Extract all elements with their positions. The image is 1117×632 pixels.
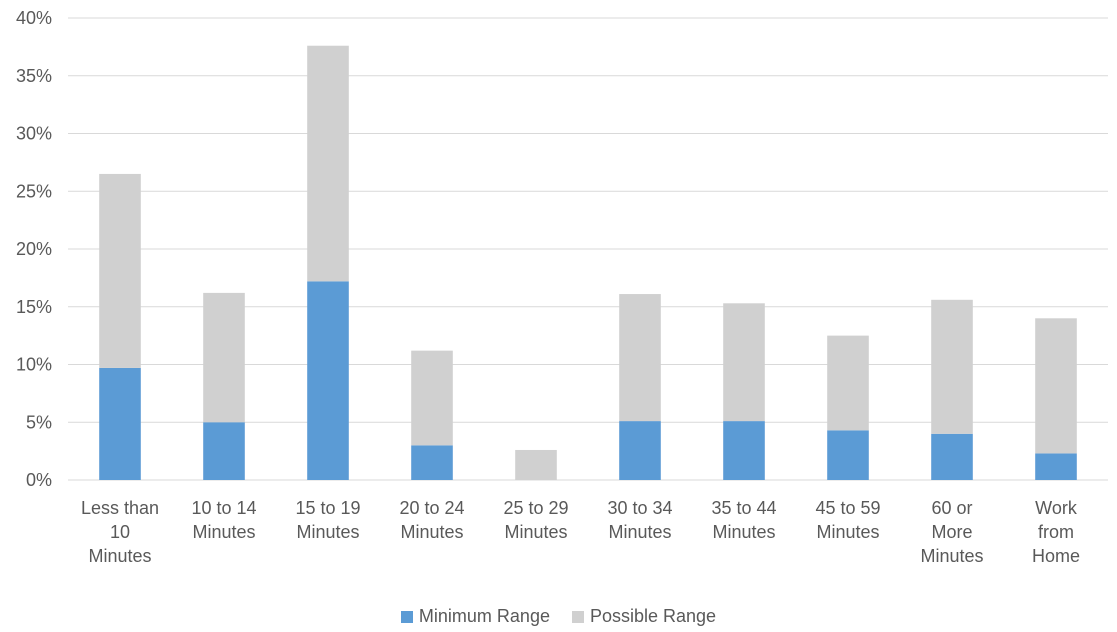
x-tick-label: Minutes (816, 522, 879, 542)
x-tick-label: 15 to 19 (295, 498, 360, 518)
bar-possible-range (1035, 318, 1077, 454)
x-tick-label: 10 (110, 522, 130, 542)
x-tick-label: Minutes (712, 522, 775, 542)
bar-possible-range (411, 350, 453, 446)
x-tick-label: 60 or (931, 498, 972, 518)
x-tick-label: 10 to 14 (191, 498, 256, 518)
y-axis-tick-labels: 0% 5% 10% 15% 20% 25% 30% 35% 40% (16, 8, 52, 490)
y-tick-label: 5% (26, 412, 52, 432)
bar-minimum-range (1035, 453, 1077, 480)
legend-item-minimum-range: Minimum Range (400, 606, 550, 627)
bar-minimum-range (827, 430, 869, 480)
y-tick-label: 30% (16, 124, 52, 144)
bar-chart: 0% 5% 10% 15% 20% 25% 30% 35% 40% Less than 10 Min… (16, 8, 1108, 566)
y-tick-label: 10% (16, 355, 52, 375)
bar-possible-range (515, 449, 557, 480)
bar-possible-range (723, 303, 765, 422)
bar-minimum-range (619, 421, 661, 480)
legend-label-minimum-range: Minimum Range (418, 606, 550, 626)
bar-possible-range (619, 294, 661, 422)
bar-minimum-range (931, 433, 973, 480)
x-tick-label: Minutes (192, 522, 255, 542)
x-axis-tick-labels: Less than 10 Minutes 10 to 14 Minutes 15 to 1… (81, 498, 1080, 566)
bar-possible-range (99, 173, 141, 368)
legend-swatch-minimum-range (400, 610, 413, 623)
x-tick-label: Minutes (504, 522, 567, 542)
y-tick-label: 15% (16, 297, 52, 317)
bars (99, 45, 1077, 480)
x-tick-label: Minutes (400, 522, 463, 542)
x-tick-label: Minutes (608, 522, 671, 542)
bar-possible-range (307, 45, 349, 282)
x-tick-label: Work (1035, 498, 1078, 518)
bar-possible-range (931, 299, 973, 434)
bar-minimum-range (723, 421, 765, 480)
bar-minimum-range (307, 281, 349, 480)
x-tick-label: Minutes (296, 522, 359, 542)
legend-swatch-possible-range (571, 610, 584, 623)
bar-possible-range (203, 292, 245, 423)
x-tick-label: 35 to 44 (711, 498, 776, 518)
x-tick-label: Home (1032, 546, 1080, 566)
x-tick-label: 20 to 24 (399, 498, 464, 518)
y-tick-label: 40% (16, 8, 52, 28)
x-tick-label: Minutes (920, 546, 983, 566)
bar-minimum-range (99, 367, 141, 480)
bar-possible-range (827, 335, 869, 431)
legend-item-possible-range: Possible Range (571, 606, 717, 627)
x-tick-label: 30 to 34 (607, 498, 672, 518)
legend: Minimum Range Possible Range (0, 606, 1117, 627)
bar-minimum-range (411, 445, 453, 480)
legend-label-possible-range: Possible Range (589, 606, 717, 626)
y-tick-label: 35% (16, 66, 52, 86)
x-tick-label: More (931, 522, 972, 542)
y-tick-label: 25% (16, 181, 52, 201)
x-tick-label: Less than (81, 498, 159, 518)
x-tick-label: Minutes (88, 546, 151, 566)
x-tick-label: from (1038, 522, 1074, 542)
x-tick-label: 45 to 59 (815, 498, 880, 518)
bar-minimum-range (203, 422, 245, 480)
y-tick-label: 20% (16, 239, 52, 259)
x-tick-label: 25 to 29 (503, 498, 568, 518)
y-tick-label: 0% (26, 470, 52, 490)
